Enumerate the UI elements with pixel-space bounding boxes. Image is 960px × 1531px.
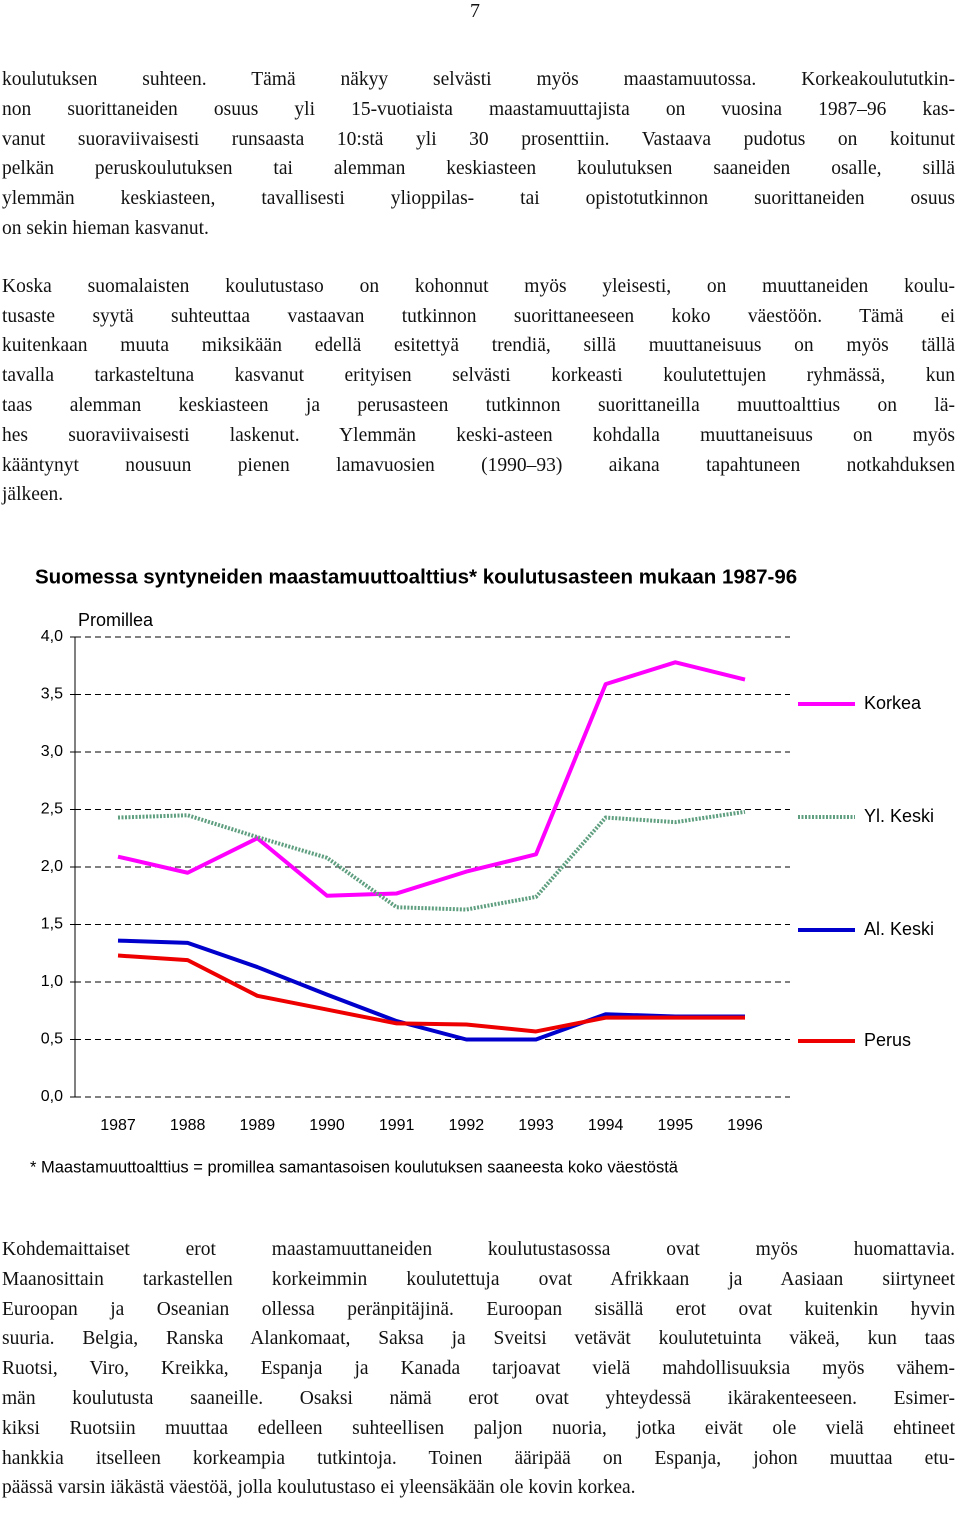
- y-axis-label: Promillea: [78, 610, 154, 630]
- y-tick-label: 3,5: [41, 686, 63, 703]
- y-tick-label: 0,0: [41, 1088, 63, 1105]
- text-line: koulutuksen suhteen. Tämä näkyy selvästi…: [2, 69, 955, 90]
- y-tick-label: 3,0: [41, 743, 63, 760]
- y-tick-label: 2,0: [41, 858, 63, 875]
- text-line: Maanosittain tarkastellen korkeimmin kou…: [2, 1268, 955, 1290]
- text-line: kiksi Ruotsiin muuttaa edelleen suhteell…: [2, 1417, 955, 1439]
- text-line: Kohdemaittaiset erot maastamuuttaneiden …: [2, 1239, 955, 1260]
- text-line: vanut suoraviivaisesti runsaasta 10:stä …: [2, 128, 955, 150]
- text-line: taas alemman keskiasteen ja perusasteen …: [2, 394, 955, 416]
- x-tick-label: 1990: [309, 1117, 345, 1134]
- text-line: on sekin hieman kasvanut.: [2, 217, 209, 239]
- y-tick-label: 1,5: [41, 916, 63, 933]
- text-line: Koska suomalaisten koulutustaso on kohon…: [2, 275, 955, 297]
- y-tick-label: 2,5: [41, 801, 63, 818]
- text-line: pelkän peruskoulutuksen tai alemman kesk…: [2, 158, 955, 180]
- text-block: Kohdemaittaiset erot maastamuuttaneiden …: [2, 1235, 955, 1531]
- x-tick-label: 1989: [240, 1117, 276, 1134]
- y-tick-label: 0,5: [41, 1031, 63, 1048]
- x-tick-label: 1988: [170, 1117, 206, 1134]
- text-line: kääntynyt nousuun pienen lamavuosien (19…: [2, 454, 955, 476]
- text-line: non suorittaneiden osuus yli 15-vuotiais…: [2, 98, 955, 120]
- legend-label: Korkea: [864, 693, 922, 713]
- text-line: Ruotsi, Viro, Kreikka, Espanja ja Kanada…: [2, 1358, 955, 1380]
- x-tick-label: 1991: [379, 1117, 415, 1134]
- text-line: päässä varsin iäkästä väestöä, jolla kou…: [2, 1477, 636, 1499]
- chart: Suomessa syntyneiden maastamuuttoalttius…: [30, 565, 934, 1176]
- x-tick-label: 1994: [588, 1117, 624, 1134]
- x-tick-label: 1995: [658, 1117, 694, 1134]
- text-line: suuria. Belgia, Ranska Alankomaat, Saksa…: [2, 1328, 955, 1350]
- series-line: [117, 938, 745, 1042]
- text-line: män koulutusta saaneille. Osaksi nämä er…: [2, 1387, 955, 1409]
- series-line: [117, 660, 746, 898]
- paragraph: Koska suomalaisten koulutustaso on kohon…: [2, 272, 955, 510]
- y-tick-label: 1,0: [41, 973, 63, 990]
- text-line: Euroopan ja Oseanian ollessa peränpitäji…: [2, 1298, 955, 1320]
- x-tick-label: 1992: [449, 1117, 485, 1134]
- legend-label: Al. Keski: [864, 919, 934, 939]
- text-block: koulutuksen suhteen. Tämä näkyy selvästi…: [2, 65, 955, 538]
- y-tick-label: 4,0: [41, 628, 63, 645]
- paragraph: Kohdemaittaiset erot maastamuuttaneiden …: [2, 1235, 955, 1503]
- series-line: [117, 809, 746, 912]
- x-tick-label: 1987: [100, 1117, 136, 1134]
- x-tick-label: 1993: [518, 1117, 554, 1134]
- text-line: tusaste syytä suhteuttaa vastaavan tutki…: [2, 305, 955, 327]
- legend-label: Perus: [864, 1030, 911, 1050]
- legend-label: Yl. Keski: [864, 806, 934, 826]
- paragraph: koulutuksen suhteen. Tämä näkyy selvästi…: [2, 65, 955, 244]
- text-line: hankkia itselleen korkeampia tutkintoja.…: [2, 1447, 955, 1469]
- footnote: * Maastamuuttoalttius = promillea samant…: [30, 1158, 679, 1176]
- x-tick-label: 1996: [727, 1117, 763, 1134]
- text-line: jälkeen.: [2, 484, 64, 506]
- series-line: [117, 953, 745, 1034]
- text-line: ylemmän keskiasteen, tavallisesti yliopp…: [2, 188, 955, 210]
- text-line: hes suoraviivaisesti laskenut. Ylemmän k…: [2, 424, 955, 446]
- text-line: tavalla tarkasteltuna kasvanut erityisen…: [2, 365, 955, 387]
- page-number: 7: [470, 0, 480, 22]
- text-line: kuitenkaan muuta miksikään edellä esitet…: [2, 335, 955, 357]
- chart-title: Suomessa syntyneiden maastamuuttoalttius…: [35, 565, 797, 588]
